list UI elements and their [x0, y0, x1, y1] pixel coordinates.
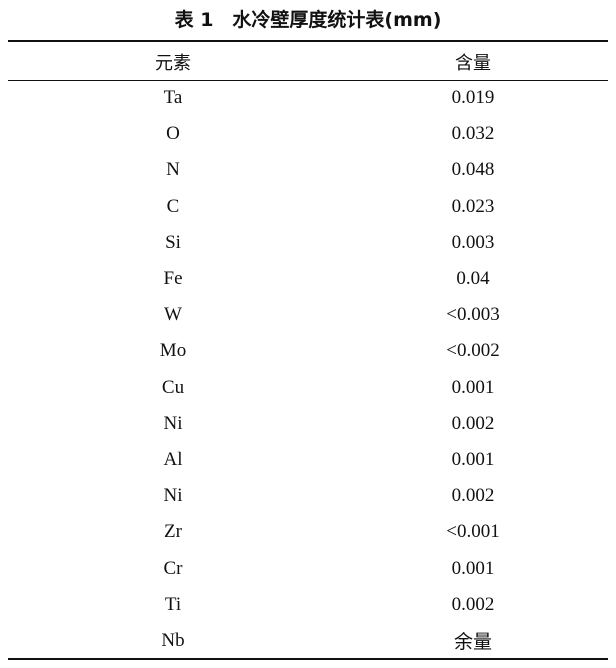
header-content: 含量: [455, 53, 491, 74]
element-cell: Ni: [163, 412, 183, 434]
content-cell: <0.002: [446, 340, 500, 362]
element-cell: Cu: [161, 376, 185, 398]
element-cell: Nb: [161, 629, 185, 651]
content-cell: 0.019: [451, 87, 495, 109]
content-cell: 0.001: [451, 448, 495, 470]
element-cell: Si: [165, 231, 181, 253]
element-cell: Ti: [164, 593, 182, 615]
content-cell: 0.003: [451, 231, 495, 253]
table-row: Zr <0.001: [8, 514, 608, 550]
element-cell: N: [166, 159, 180, 181]
table-row: Cu 0.001: [8, 370, 608, 406]
top-rule: [8, 40, 608, 42]
table-row: Ti 0.002: [8, 587, 608, 623]
element-cell: Cr: [163, 557, 183, 579]
element-cell: W: [164, 304, 182, 326]
data-table: 元素 含量 Ta 0.019 O 0.032 N 0.048 C 0.023 Si 0.003 Fe…: [8, 44, 608, 659]
content-cell: 0.048: [451, 159, 495, 181]
element-cell: Ni: [163, 485, 183, 507]
table-row: Fe 0.04: [8, 261, 608, 297]
content-cell: <0.003: [446, 304, 500, 326]
content-cell: <0.001: [446, 521, 500, 543]
element-cell: Al: [163, 448, 183, 470]
table-row: Ni 0.002: [8, 406, 608, 442]
content-cell: 0.001: [451, 557, 495, 579]
content-cell: 0.032: [451, 123, 495, 145]
table-row: Si 0.003: [8, 225, 608, 261]
content-cell: 0.002: [451, 412, 495, 434]
content-cell: 0.001: [451, 376, 495, 398]
table-row: Ta 0.019: [8, 80, 608, 116]
element-cell: Fe: [163, 268, 183, 290]
table-row: O 0.032: [8, 116, 608, 152]
table-row: C 0.023: [8, 189, 608, 225]
element-cell: Mo: [159, 340, 187, 362]
content-cell: 余量: [453, 631, 492, 654]
table-row: Cr 0.001: [8, 550, 608, 586]
table-title: 表 1 水冷壁厚度统计表(mm): [174, 9, 442, 31]
element-cell: Zr: [164, 521, 182, 543]
table-row: Mo <0.002: [8, 333, 608, 369]
content-cell: 0.002: [451, 485, 495, 507]
table-row: N 0.048: [8, 152, 608, 188]
table-row: W <0.003: [8, 297, 608, 333]
table-row: Ni 0.002: [8, 478, 608, 514]
content-cell: 0.023: [451, 195, 495, 217]
header-row: 元素 含量: [8, 44, 608, 80]
element-cell: Ta: [163, 87, 183, 109]
header-rule: [8, 80, 608, 81]
element-cell: O: [166, 123, 180, 145]
header-element: 元素: [155, 53, 191, 74]
element-cell: C: [166, 195, 180, 217]
table-row: Al 0.001: [8, 442, 608, 478]
content-cell: 0.002: [451, 593, 495, 615]
content-cell: 0.04: [456, 268, 490, 290]
bottom-rule: [8, 658, 608, 660]
table-row: Nb 余量: [8, 623, 608, 659]
